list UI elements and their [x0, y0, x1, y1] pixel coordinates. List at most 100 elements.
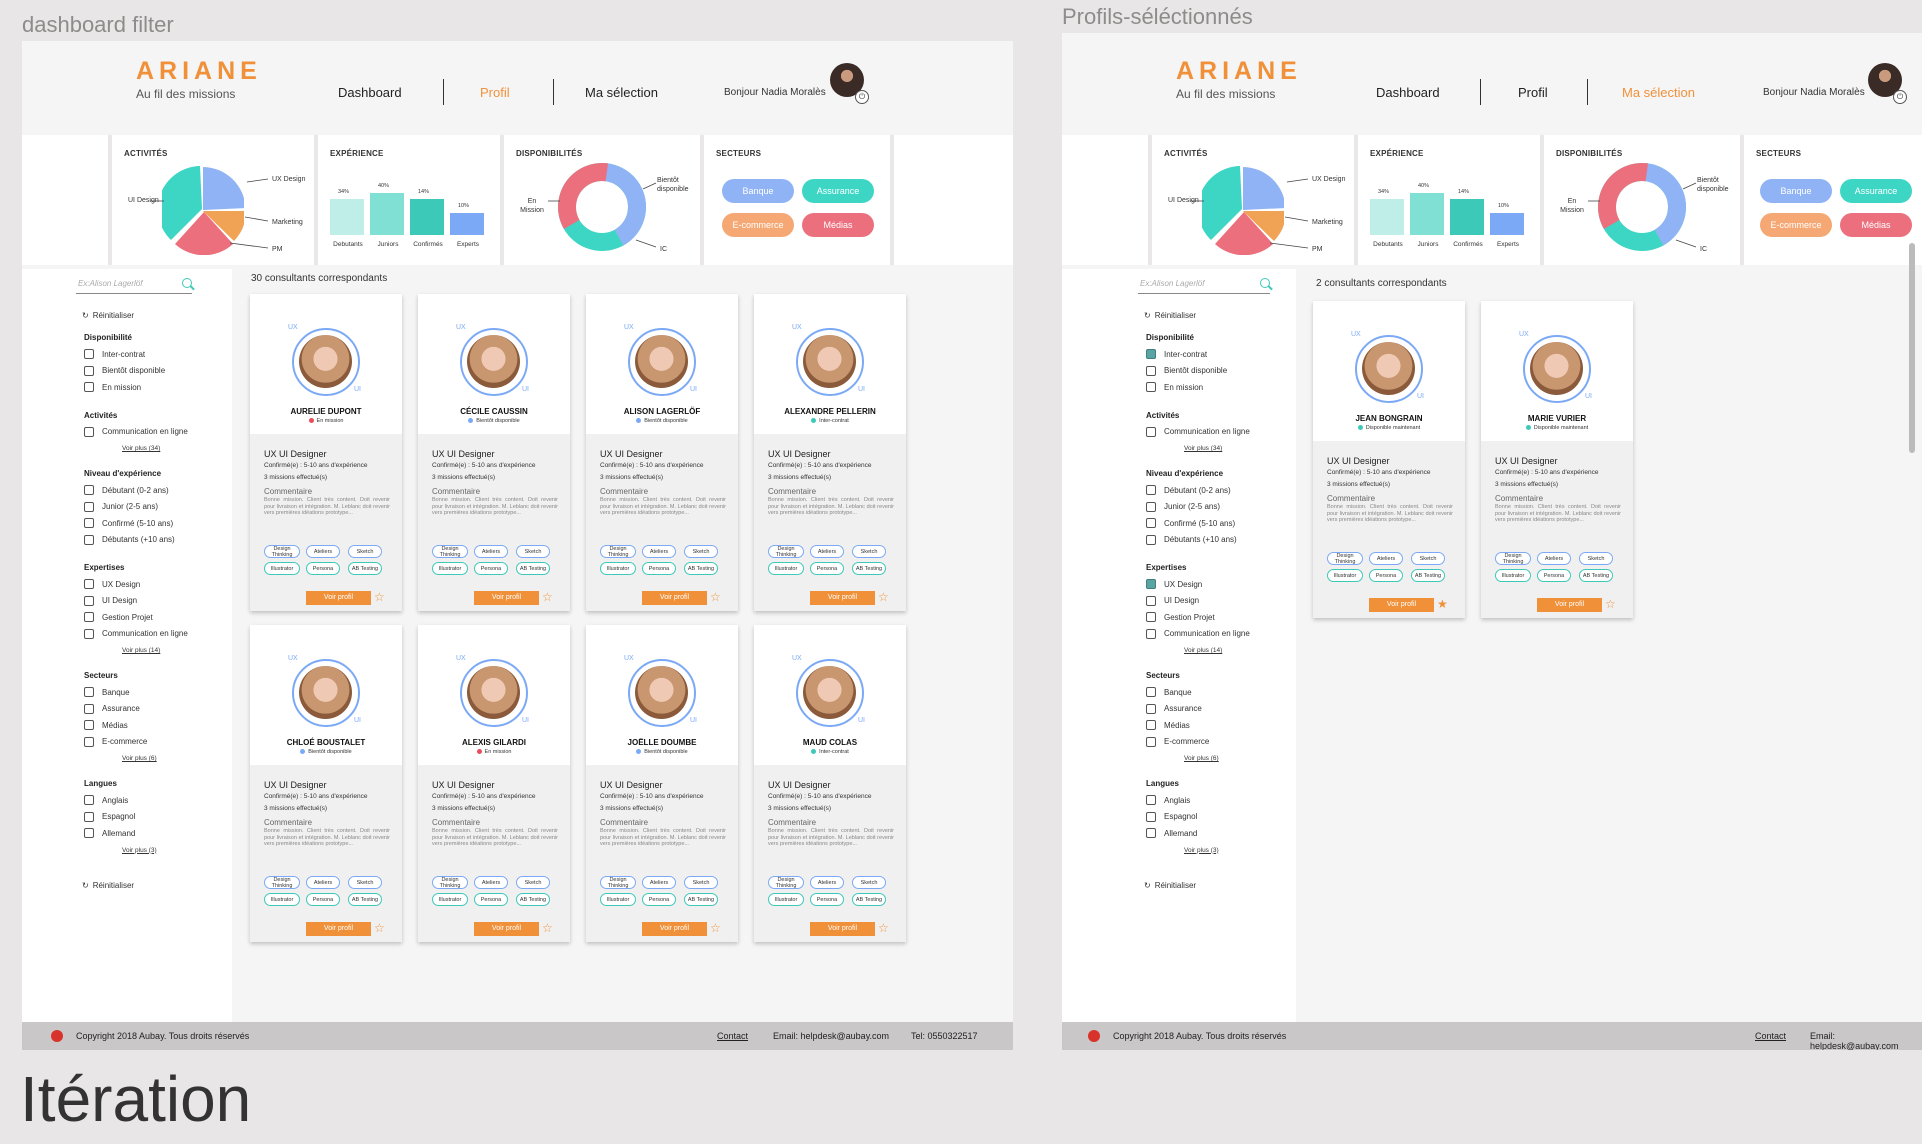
skill-tag[interactable]: AB Testing [684, 893, 718, 906]
chip-banque[interactable]: Banque [1760, 179, 1832, 203]
filter-option[interactable]: UX Design [1146, 579, 1202, 589]
chip-ecommerce[interactable]: E-commerce [1760, 213, 1832, 237]
star-icon[interactable]: ☆ [1605, 597, 1616, 611]
skill-tag[interactable]: Ateliers [306, 545, 340, 558]
checkbox[interactable] [1146, 349, 1156, 359]
scrollbar[interactable] [1909, 243, 1915, 453]
filter-option[interactable]: Confirmé (5-10 ans) [1146, 518, 1235, 528]
search-input[interactable]: Ex:Alison Lagerlöf [78, 279, 143, 288]
checkbox[interactable] [1146, 703, 1156, 714]
view-profile-button[interactable]: Voir profil [474, 591, 539, 605]
filter-option[interactable]: Junior (2-5 ans) [1146, 501, 1220, 512]
checkbox[interactable] [1146, 811, 1156, 822]
reset-link[interactable]: ↻ Réinitialiser [1144, 881, 1196, 890]
skill-tag[interactable]: Persona [810, 893, 844, 906]
chip-medias[interactable]: Médias [1840, 213, 1912, 237]
filter-option[interactable]: Assurance [1146, 703, 1202, 714]
skill-tag[interactable]: Illustrator [1495, 569, 1531, 582]
chip-assurance[interactable]: Assurance [802, 179, 874, 203]
footer-contact-link[interactable]: Contact [1755, 1031, 1787, 1041]
chip-medias[interactable]: Médias [802, 213, 874, 237]
star-icon[interactable]: ☆ [878, 590, 889, 604]
skill-tag[interactable]: Sketch [684, 545, 718, 558]
skill-tag[interactable]: Sketch [348, 545, 382, 558]
filter-option[interactable]: Allemand [1146, 828, 1197, 838]
skill-tag[interactable]: Ateliers [810, 545, 844, 558]
filter-option[interactable]: UI Design [84, 595, 137, 606]
skill-tag[interactable]: Ateliers [810, 876, 844, 889]
skill-tag[interactable]: Persona [306, 893, 340, 906]
skill-tag[interactable]: AB Testing [348, 893, 382, 906]
skill-tag[interactable]: Design Thinking [264, 545, 300, 558]
filter-option[interactable]: Débutant (0-2 ans) [84, 485, 169, 495]
checkbox[interactable] [84, 703, 94, 714]
skill-tag[interactable]: AB Testing [348, 562, 382, 575]
checkbox[interactable] [1146, 595, 1156, 606]
search-icon[interactable] [182, 278, 192, 288]
star-icon[interactable]: ☆ [710, 921, 721, 935]
skill-tag[interactable]: Design Thinking [600, 876, 636, 889]
filter-option[interactable]: Junior (2-5 ans) [84, 501, 158, 512]
checkbox[interactable] [84, 595, 94, 606]
see-more-link[interactable]: Voir plus (3) [1184, 846, 1219, 854]
skill-tag[interactable]: Ateliers [642, 876, 676, 889]
skill-tag[interactable]: AB Testing [852, 893, 886, 906]
logo[interactable]: ARIANE [136, 57, 262, 85]
skill-tag[interactable]: Persona [642, 893, 676, 906]
see-more-link[interactable]: Voir plus (14) [122, 647, 161, 654]
skill-tag[interactable]: Illustrator [768, 562, 804, 575]
skill-tag[interactable]: Persona [1537, 569, 1571, 582]
skill-tag[interactable]: Illustrator [600, 893, 636, 906]
skill-tag[interactable]: Design Thinking [768, 545, 804, 558]
checkbox[interactable] [84, 426, 94, 437]
filter-option[interactable]: Débutant (0-2 ans) [1146, 485, 1231, 495]
filter-option[interactable]: Allemand [84, 828, 135, 838]
checkbox[interactable] [84, 811, 94, 822]
skill-tag[interactable]: Ateliers [474, 545, 508, 558]
filter-option[interactable]: Bientôt disponible [84, 365, 165, 376]
filter-option[interactable]: Banque [84, 687, 130, 697]
filter-option[interactable]: Débutants (+10 ans) [1146, 534, 1237, 545]
power-icon[interactable]: ⏻ [1893, 90, 1907, 104]
skill-tag[interactable]: Design Thinking [768, 876, 804, 889]
skill-tag[interactable]: Ateliers [642, 545, 676, 558]
skill-tag[interactable]: Persona [642, 562, 676, 575]
filter-option[interactable]: Banque [1146, 687, 1192, 697]
view-profile-button[interactable]: Voir profil [474, 922, 539, 936]
checkbox[interactable] [1146, 720, 1156, 730]
nav-profil[interactable]: Profil [1518, 85, 1548, 100]
power-icon[interactable]: ⏻ [855, 90, 869, 104]
view-profile-button[interactable]: Voir profil [642, 922, 707, 936]
checkbox[interactable] [1146, 365, 1156, 376]
filter-option[interactable]: Bientôt disponible [1146, 365, 1227, 376]
filter-option[interactable]: Gestion Projet [84, 612, 153, 622]
footer-contact-link[interactable]: Contact [717, 1031, 749, 1041]
checkbox[interactable] [1146, 382, 1156, 392]
nav-profil[interactable]: Profil [480, 85, 510, 100]
skill-tag[interactable]: Sketch [348, 876, 382, 889]
skill-tag[interactable]: AB Testing [852, 562, 886, 575]
nav-dashboard[interactable]: Dashboard [338, 85, 402, 100]
checkbox[interactable] [84, 501, 94, 512]
see-more-link[interactable]: Voir plus (6) [1184, 755, 1219, 762]
skill-tag[interactable]: Design Thinking [1327, 552, 1363, 565]
filter-option[interactable]: Inter-contrat [1146, 349, 1207, 359]
checkbox[interactable] [84, 628, 94, 639]
skill-tag[interactable]: AB Testing [1411, 569, 1445, 582]
search-icon[interactable] [1260, 278, 1270, 288]
see-more-link[interactable]: Voir plus (14) [1184, 647, 1223, 654]
checkbox[interactable] [1146, 485, 1156, 495]
see-more-link[interactable]: Voir plus (34) [1184, 445, 1223, 452]
filter-option[interactable]: UI Design [1146, 595, 1199, 606]
star-icon[interactable]: ☆ [374, 590, 385, 604]
checkbox[interactable] [84, 534, 94, 545]
checkbox[interactable] [1146, 687, 1156, 697]
filter-option[interactable]: UX Design [84, 579, 140, 589]
skill-tag[interactable]: Sketch [516, 545, 550, 558]
star-icon[interactable]: ☆ [542, 590, 553, 604]
skill-tag[interactable]: Design Thinking [264, 876, 300, 889]
skill-tag[interactable]: Design Thinking [432, 545, 468, 558]
view-profile-button[interactable]: Voir profil [810, 591, 875, 605]
filter-option[interactable]: Confirmé (5-10 ans) [84, 518, 173, 528]
chip-ecommerce[interactable]: E-commerce [722, 213, 794, 237]
